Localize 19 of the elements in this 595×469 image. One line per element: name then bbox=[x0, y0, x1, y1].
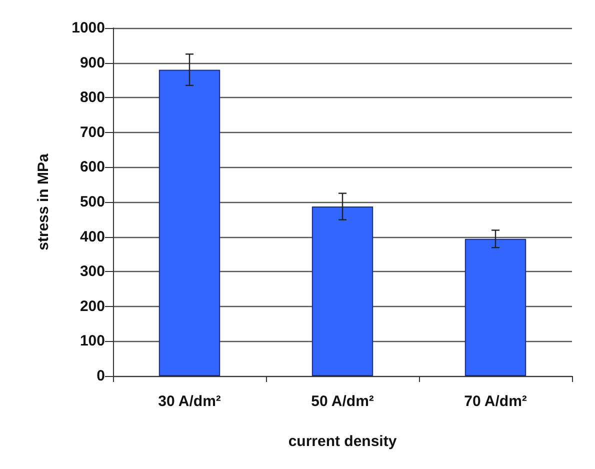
y-tick-label: 100 bbox=[80, 332, 105, 350]
y-tick-label: 500 bbox=[80, 194, 105, 210]
bar bbox=[158, 70, 220, 376]
y-tick-label: 0 bbox=[96, 368, 105, 384]
y-tick-label: 900 bbox=[80, 54, 105, 72]
bar bbox=[464, 238, 526, 376]
x-tick-label: 30 A/dm² bbox=[158, 393, 221, 410]
y-tick-label: 300 bbox=[80, 263, 105, 280]
y-axis-title: stress in MPa bbox=[35, 152, 52, 250]
x-axis-title: current density bbox=[288, 433, 398, 450]
y-tick-label: 600 bbox=[80, 158, 105, 176]
x-tick-label: 70 A/dm² bbox=[464, 393, 527, 410]
x-tick-label: 50 A/dm² bbox=[311, 393, 374, 410]
bar bbox=[312, 206, 374, 376]
y-tick-label: 700 bbox=[80, 124, 105, 141]
y-tick-label: 800 bbox=[80, 89, 105, 106]
y-tick-label: 400 bbox=[80, 228, 105, 246]
y-tick-label: 200 bbox=[80, 298, 105, 315]
y-tick-label: 1000 bbox=[72, 20, 105, 36]
